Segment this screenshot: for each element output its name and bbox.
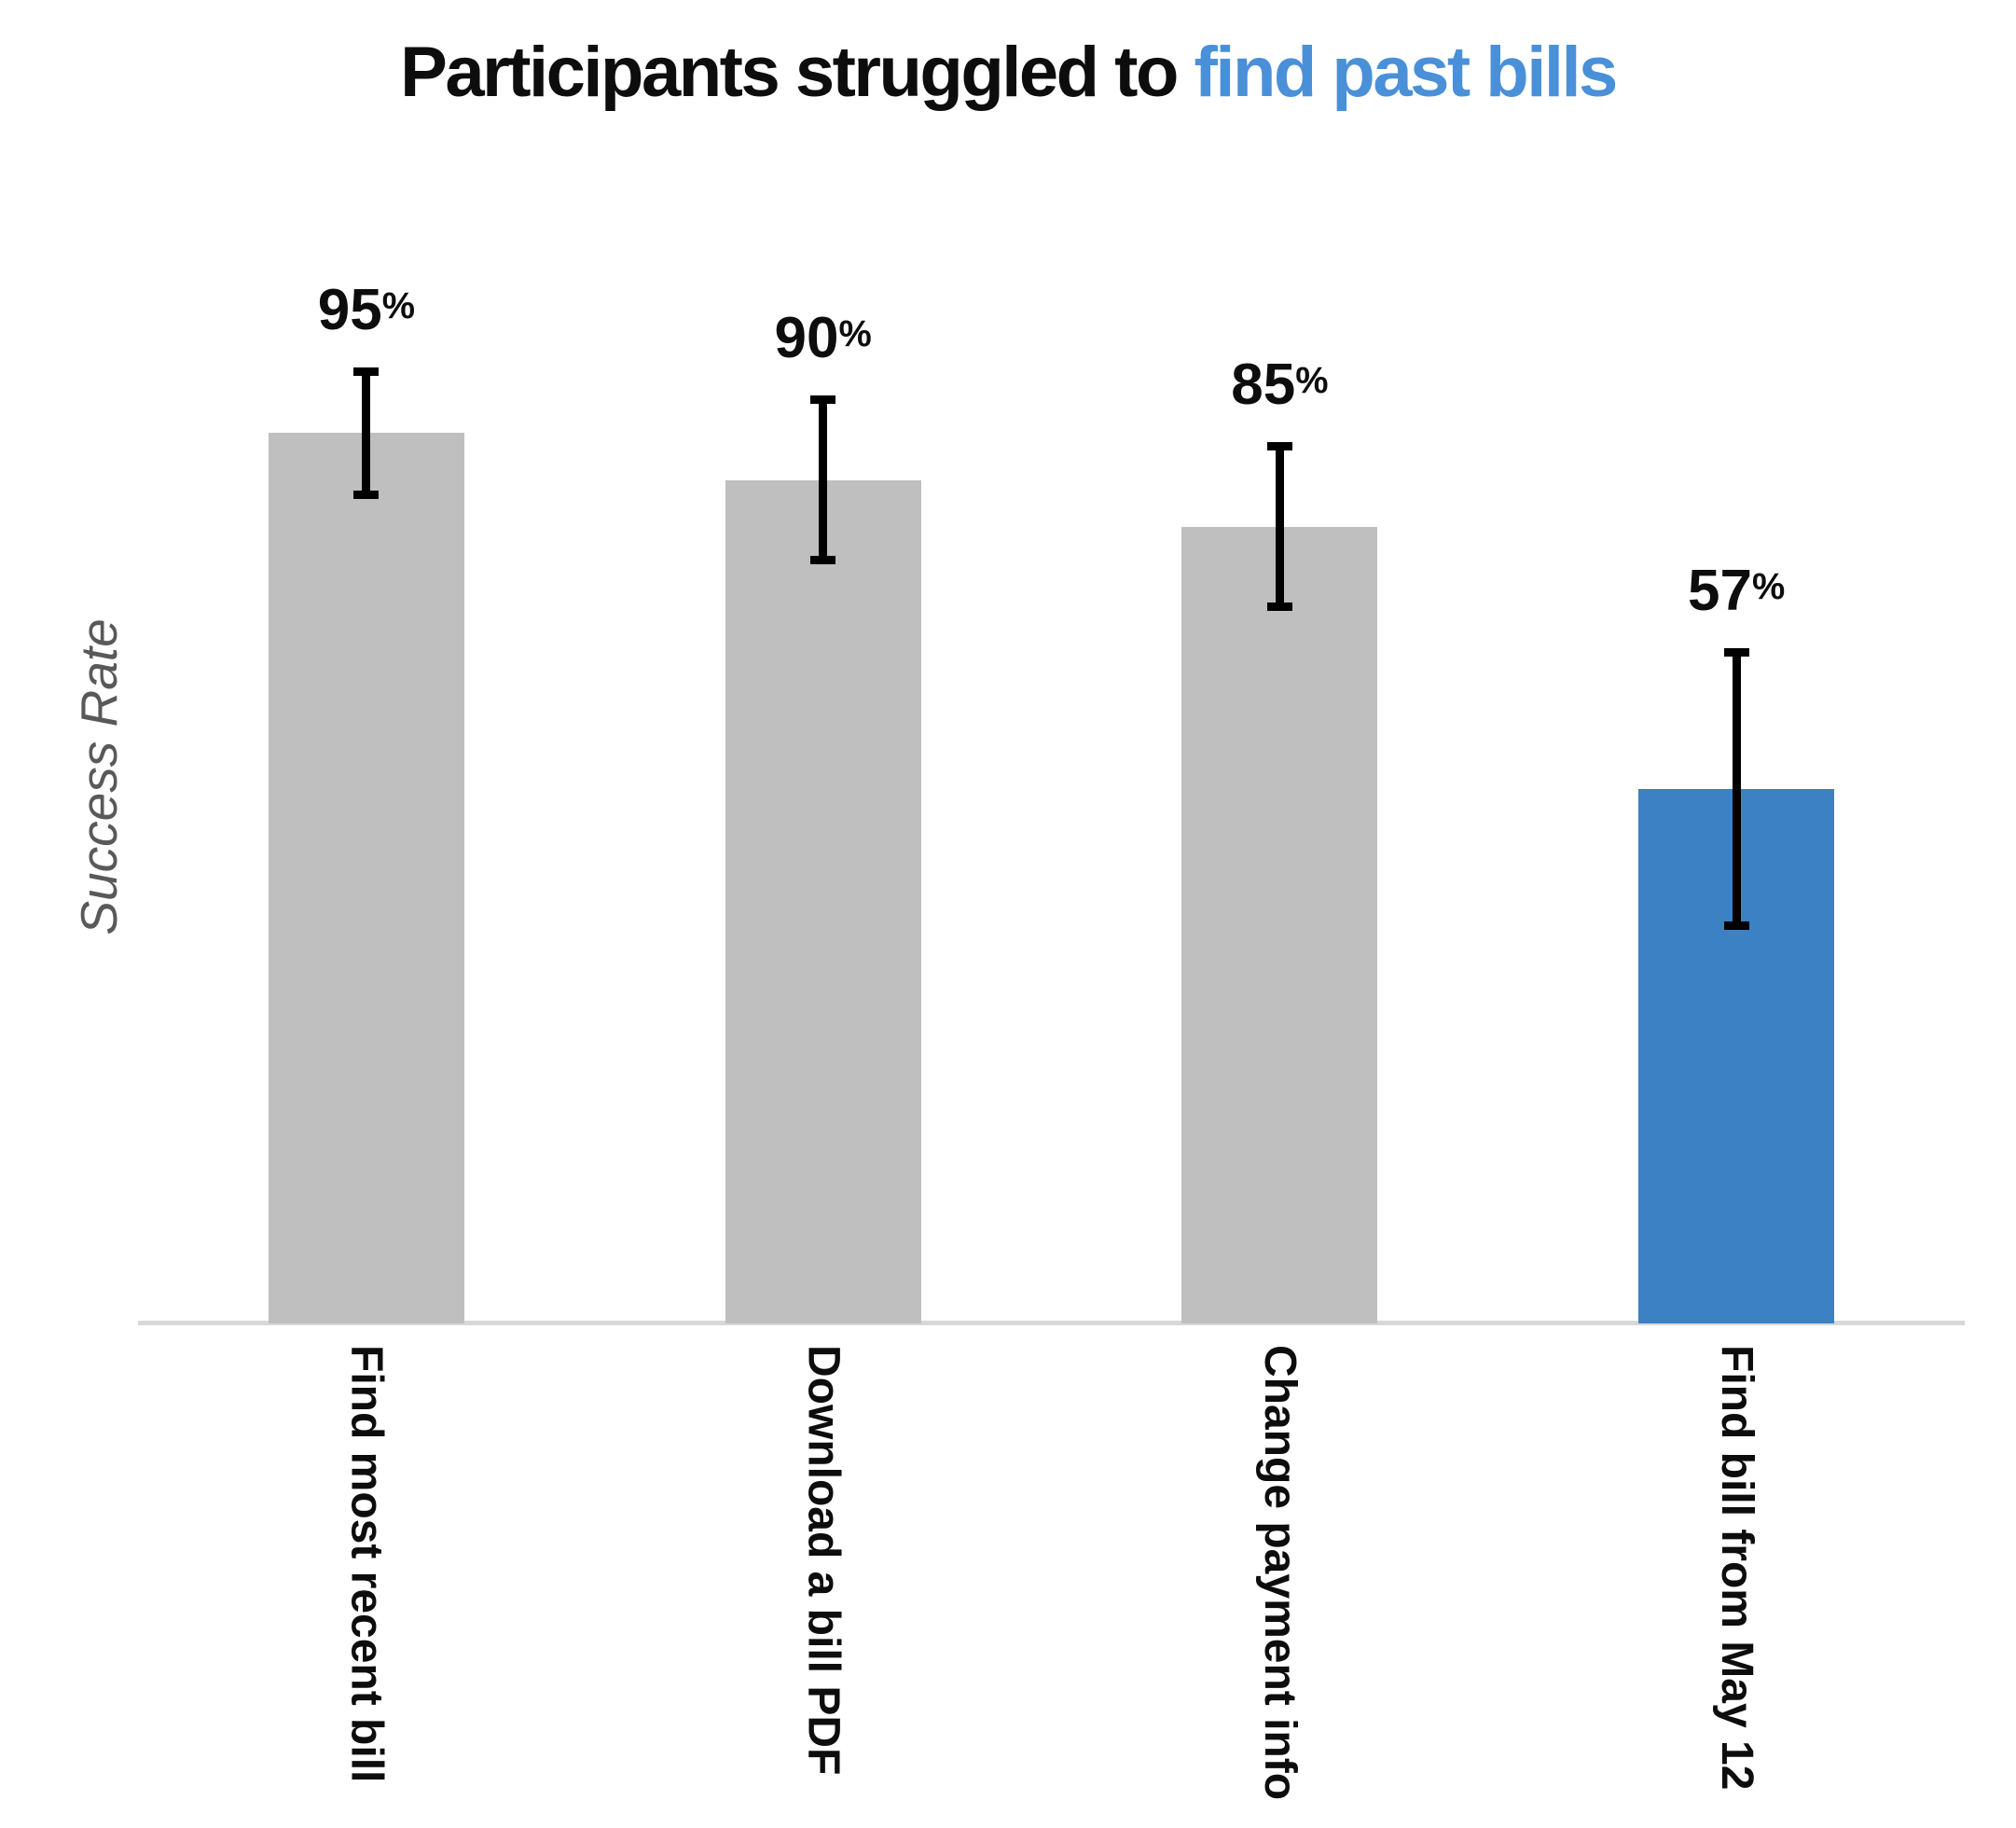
bar-download-a-bill-pdf <box>725 479 921 1323</box>
error-bar-stem <box>1275 442 1284 612</box>
percent-sign: % <box>1751 566 1786 608</box>
bar-change-payment-info <box>1181 526 1378 1323</box>
value-label-download-a-bill-pdf: 90% <box>775 305 872 371</box>
bar-find-most-recent-bill <box>268 433 464 1323</box>
value-label-change-payment-info: 85% <box>1231 352 1328 418</box>
error-bar-cap-bottom <box>1266 602 1292 612</box>
error-bar-stem <box>1732 648 1741 930</box>
value-number: 95 <box>317 277 382 342</box>
percent-sign: % <box>838 313 872 355</box>
chart-title-highlight: find past bills <box>1194 33 1619 112</box>
value-number: 85 <box>1231 353 1296 418</box>
error-bar-cap-bottom <box>1723 921 1749 930</box>
chart-title: Participants struggled to find past bill… <box>0 28 2016 117</box>
error-bar-cap-top <box>353 367 380 376</box>
error-bar-cap-top <box>1723 648 1749 658</box>
error-bar-find-bill-from-may-12 <box>1723 648 1749 930</box>
error-bar-find-most-recent-bill <box>353 367 380 499</box>
error-bar-cap-bottom <box>353 490 380 499</box>
chart-title-text: Participants struggled to <box>400 33 1194 112</box>
x-tick-label-change-payment-info: Change payment info <box>1255 1345 1305 1801</box>
value-label-find-most-recent-bill: 95% <box>318 277 415 343</box>
error-bar-stem <box>362 367 371 499</box>
error-bar-cap-top <box>810 395 836 405</box>
error-bar-cap-top <box>1266 442 1292 451</box>
value-number: 57 <box>1688 559 1752 624</box>
x-tick-label-download-a-bill-pdf: Download a bill PDF <box>798 1345 849 1776</box>
error-bar-download-a-bill-pdf <box>810 395 836 564</box>
percent-sign: % <box>1295 360 1329 402</box>
value-number: 90 <box>774 306 839 371</box>
y-axis-label: Success Rate <box>70 618 128 935</box>
percent-sign: % <box>381 285 415 326</box>
error-bar-stem <box>819 395 828 564</box>
value-label-find-bill-from-may-12: 57% <box>1688 558 1785 624</box>
error-bar-change-payment-info <box>1266 442 1292 612</box>
x-tick-label-find-bill-from-may-12: Find bill from May 12 <box>1711 1345 1761 1791</box>
error-bar-cap-bottom <box>810 555 836 564</box>
x-axis-line <box>138 1321 1965 1325</box>
x-tick-label-find-most-recent-bill: Find most recent bill <box>341 1345 392 1783</box>
